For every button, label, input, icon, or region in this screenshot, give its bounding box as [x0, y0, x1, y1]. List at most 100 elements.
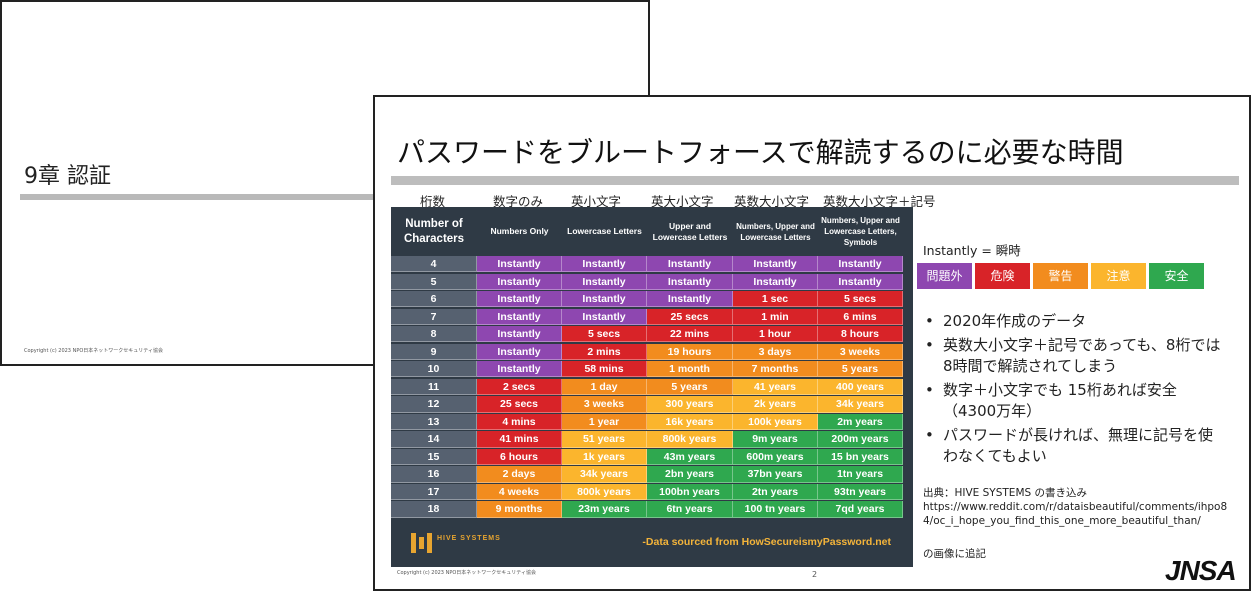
- jp-header-upper-lower: 英大小文字: [651, 194, 714, 209]
- legend-item: 問題外: [917, 263, 972, 289]
- table-cell: Instantly: [477, 343, 562, 360]
- table-cell: 16k years: [647, 413, 733, 431]
- table-cell: 34k years: [562, 466, 647, 483]
- table-cell: 1 day: [562, 378, 647, 395]
- table-cell: 2 mins: [562, 343, 647, 360]
- row-number-cell: 15: [391, 448, 477, 466]
- hive-logo-icon: [411, 533, 432, 553]
- table-cell: Instantly: [647, 256, 733, 273]
- table-cell: Instantly: [562, 291, 647, 308]
- table-cell: 5 secs: [562, 326, 647, 343]
- jp-header-digits: 桁数: [420, 194, 446, 209]
- table-cell: 800k years: [562, 483, 647, 501]
- citation-note: の画像に追記: [923, 548, 986, 560]
- table-cell: Instantly: [562, 273, 647, 290]
- slide-1-title-bar: [20, 194, 380, 200]
- jp-header-numbers: 数字のみ: [493, 194, 544, 209]
- table-cell: 7qd years: [818, 501, 903, 518]
- citation-source: 出典：HIVE SYSTEMS の書き込み: [923, 487, 1088, 499]
- row-number-cell: 13: [391, 413, 477, 431]
- table-cell: 1 sec: [733, 291, 818, 308]
- table-cell: 1k years: [562, 448, 647, 466]
- bullet-item: 数字＋小文字でも 15桁あれば安全（4300万年）: [923, 380, 1223, 422]
- table-cell: Instantly: [562, 308, 647, 325]
- table-cell: 6tn years: [647, 501, 733, 518]
- table-cell: 22 mins: [647, 326, 733, 343]
- table-cell: Instantly: [477, 291, 562, 308]
- table-cell: 2 secs: [477, 378, 562, 395]
- table-cell: 9 months: [477, 501, 562, 518]
- bullet-list: 2020年作成のデータ 英数大小文字＋記号であっても、8桁では 8時間で解読され…: [923, 311, 1223, 470]
- table-footer: HIVE SYSTEMS -Data sourced from HowSecur…: [391, 519, 913, 567]
- page-number: 2: [812, 570, 818, 579]
- citation-url[interactable]: https://www.reddit.com/r/dataisbeautiful…: [923, 501, 1228, 527]
- table-cell: 43m years: [647, 448, 733, 466]
- jp-header-alnum: 英数大小文字: [734, 194, 810, 209]
- table-cell: 800k years: [647, 431, 733, 448]
- row-number-cell: 7: [391, 308, 477, 325]
- table-cell: 100 tn years: [733, 501, 818, 518]
- table-cell: 19 hours: [647, 343, 733, 360]
- table-cell: Instantly: [733, 273, 818, 290]
- table-cell: 25 secs: [477, 396, 562, 413]
- table-cell: 2bn years: [647, 466, 733, 483]
- row-number-cell: 9: [391, 343, 477, 360]
- jp-header-alnum-symbol: 英数大小文字＋記号: [823, 194, 936, 209]
- table-cell: 1tn years: [818, 466, 903, 483]
- bullet-item: パスワードが長ければ、無理に記号を使わなくてもよい: [923, 425, 1223, 467]
- table-cell: Instantly: [477, 256, 562, 273]
- table-cell: 1 min: [733, 308, 818, 325]
- table-cell: Instantly: [562, 256, 647, 273]
- row-number-cell: 10: [391, 361, 477, 378]
- hive-logo-text: HIVE SYSTEMS: [437, 535, 501, 542]
- table-cell: 4 weeks: [477, 483, 562, 501]
- jp-header-lower: 英小文字: [571, 194, 622, 209]
- table-cell: 3 weeks: [562, 396, 647, 413]
- table-cell: 400 years: [818, 378, 903, 395]
- header-upper-lower: Upper and Lowercase Letters: [652, 220, 728, 242]
- table-cell: 93tn years: [818, 483, 903, 501]
- table-cell: Instantly: [647, 291, 733, 308]
- legend-item: 危険: [975, 263, 1030, 289]
- header-alnum-symbols: Numbers, Upper and Lowercase Letters, Sy…: [821, 216, 900, 247]
- table-cell: 23m years: [562, 501, 647, 518]
- table-cell: Instantly: [733, 256, 818, 273]
- table-cell: Instantly: [477, 361, 562, 378]
- table-cell: 6 mins: [818, 308, 903, 325]
- table-cell: 5 years: [818, 361, 903, 378]
- header-alnum: Numbers, Upper and Lowercase Letters: [736, 221, 815, 242]
- header-numbers-only: Numbers Only: [490, 226, 549, 236]
- legend-item: 警告: [1033, 263, 1088, 289]
- table-cell: 3 days: [733, 343, 818, 360]
- table-cell: 1 month: [647, 361, 733, 378]
- table-cell: 8 hours: [818, 326, 903, 343]
- row-number-cell: 14: [391, 431, 477, 448]
- password-crack-table: Number of Characters Numbers Only Lowerc…: [391, 207, 913, 567]
- table-cell: 58 mins: [562, 361, 647, 378]
- table-cell: 34k years: [818, 396, 903, 413]
- instantly-note: Instantly = 瞬時: [923, 243, 1021, 258]
- table-cell: 1 hour: [733, 326, 818, 343]
- table-cell: 200m years: [818, 431, 903, 448]
- table-cell: 9m years: [733, 431, 818, 448]
- bullet-item: 英数大小文字＋記号であっても、8桁では 8時間で解読されてしまう: [923, 335, 1223, 377]
- table-cell: 51 years: [562, 431, 647, 448]
- table-cell: 2tn years: [733, 483, 818, 501]
- table-cell: 41 mins: [477, 431, 562, 448]
- slide-1-copyright: Copyright (c) 2023 NPO日本ネットワークセキュリティ協会: [24, 348, 163, 354]
- legend-item: 安全: [1149, 263, 1204, 289]
- row-number-cell: 11: [391, 378, 477, 395]
- table-cell: 300 years: [647, 396, 733, 413]
- bullet-item: 2020年作成のデータ: [923, 311, 1223, 332]
- table-cell: 600m years: [733, 448, 818, 466]
- slide-2-title-bar: [391, 176, 1239, 185]
- table-cell: Instantly: [477, 273, 562, 290]
- header-lowercase: Lowercase Letters: [567, 226, 642, 236]
- table-cell: 5 secs: [818, 291, 903, 308]
- row-number-cell: 4: [391, 256, 477, 273]
- table-cell: Instantly: [818, 273, 903, 290]
- table-cell: Instantly: [477, 326, 562, 343]
- table-cell: 2 days: [477, 466, 562, 483]
- row-number-cell: 12: [391, 396, 477, 413]
- data-source-note: -Data sourced from HowSecureismyPassword…: [642, 536, 891, 548]
